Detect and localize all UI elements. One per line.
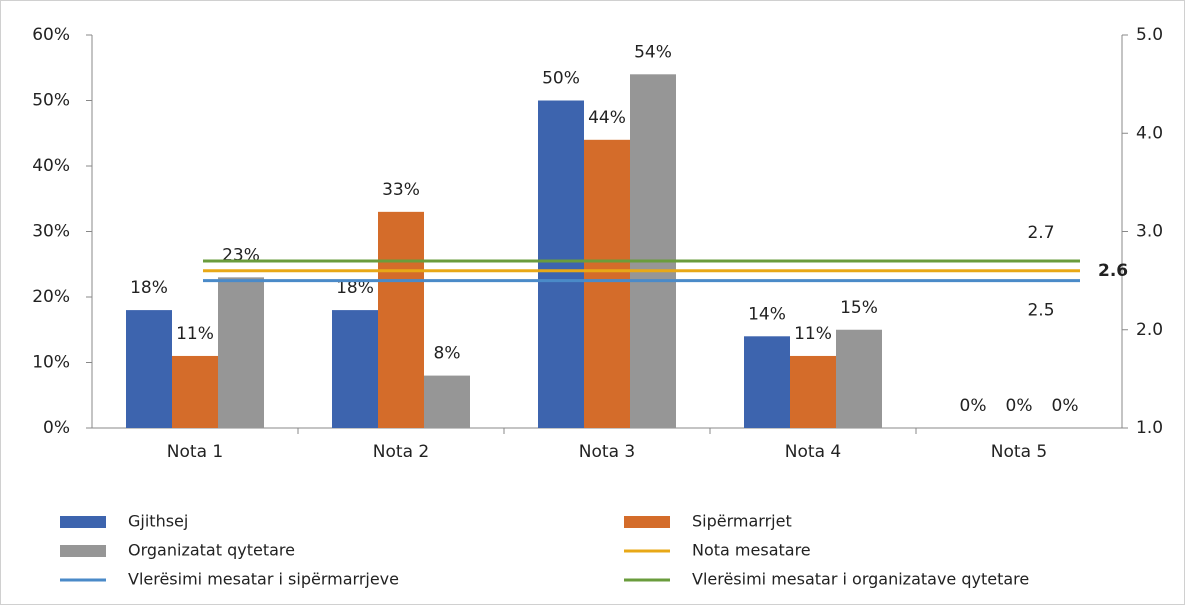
line-value-label: 2.6 (1098, 261, 1128, 281)
legend-label: Sipërmarrjet (692, 512, 792, 531)
y2-tick-label: 5.0 (1136, 25, 1163, 45)
legend-swatch (60, 545, 106, 557)
line-value-label: 2.5 (1027, 301, 1054, 321)
line-value-label: 2.7 (1027, 223, 1054, 243)
bar (790, 355, 836, 428)
bar (126, 310, 172, 428)
value-label: 54% (634, 42, 672, 62)
y-tick-label: 60% (32, 25, 70, 45)
y-tick-label: 20% (32, 287, 70, 307)
value-label: 0% (1052, 396, 1079, 416)
value-label: 50% (542, 69, 580, 89)
value-label: 33% (382, 180, 420, 200)
y-tick-label: 40% (32, 156, 70, 176)
bar (538, 100, 584, 428)
x-tick-label: Nota 1 (167, 442, 223, 462)
bar (584, 139, 630, 429)
value-label: 8% (434, 344, 461, 364)
legend-label: Vlerësimi mesatar i sipërmarrjeve (128, 570, 399, 589)
bar (218, 277, 264, 428)
value-label: 11% (176, 324, 214, 344)
bar (744, 336, 790, 428)
bar (172, 355, 218, 428)
y2-tick-label: 1.0 (1136, 418, 1163, 438)
legend-label: Nota mesatare (692, 541, 811, 560)
y-tick-label: 10% (32, 353, 70, 373)
bar (424, 375, 470, 428)
y-tick-label: 30% (32, 222, 70, 242)
y2-tick-label: 4.0 (1136, 123, 1163, 143)
bar (332, 310, 378, 428)
bar (836, 329, 882, 428)
legend-label: Vlerësimi mesatar i organizatave qytetar… (692, 570, 1029, 589)
value-label: 0% (960, 396, 987, 416)
y2-tick-label: 3.0 (1136, 222, 1163, 242)
y2-tick-label: 2.0 (1136, 320, 1163, 340)
y-tick-label: 50% (32, 91, 70, 111)
x-tick-label: Nota 3 (579, 442, 635, 462)
value-label: 11% (794, 324, 832, 344)
x-tick-label: Nota 4 (785, 442, 841, 462)
bar (378, 211, 424, 428)
legend-label: Gjithsej (128, 512, 188, 531)
value-label: 18% (130, 278, 168, 298)
value-label: 0% (1006, 396, 1033, 416)
y-tick-label: 0% (43, 418, 70, 438)
value-label: 18% (336, 278, 374, 298)
legend-label: Organizatat qytetare (128, 541, 295, 560)
value-label: 15% (840, 298, 878, 318)
value-label: 14% (748, 304, 786, 324)
x-tick-label: Nota 5 (991, 442, 1047, 462)
legend-swatch (624, 516, 670, 528)
bar (630, 74, 676, 429)
value-label: 44% (588, 108, 626, 128)
legend-swatch (60, 516, 106, 528)
x-tick-label: Nota 2 (373, 442, 429, 462)
